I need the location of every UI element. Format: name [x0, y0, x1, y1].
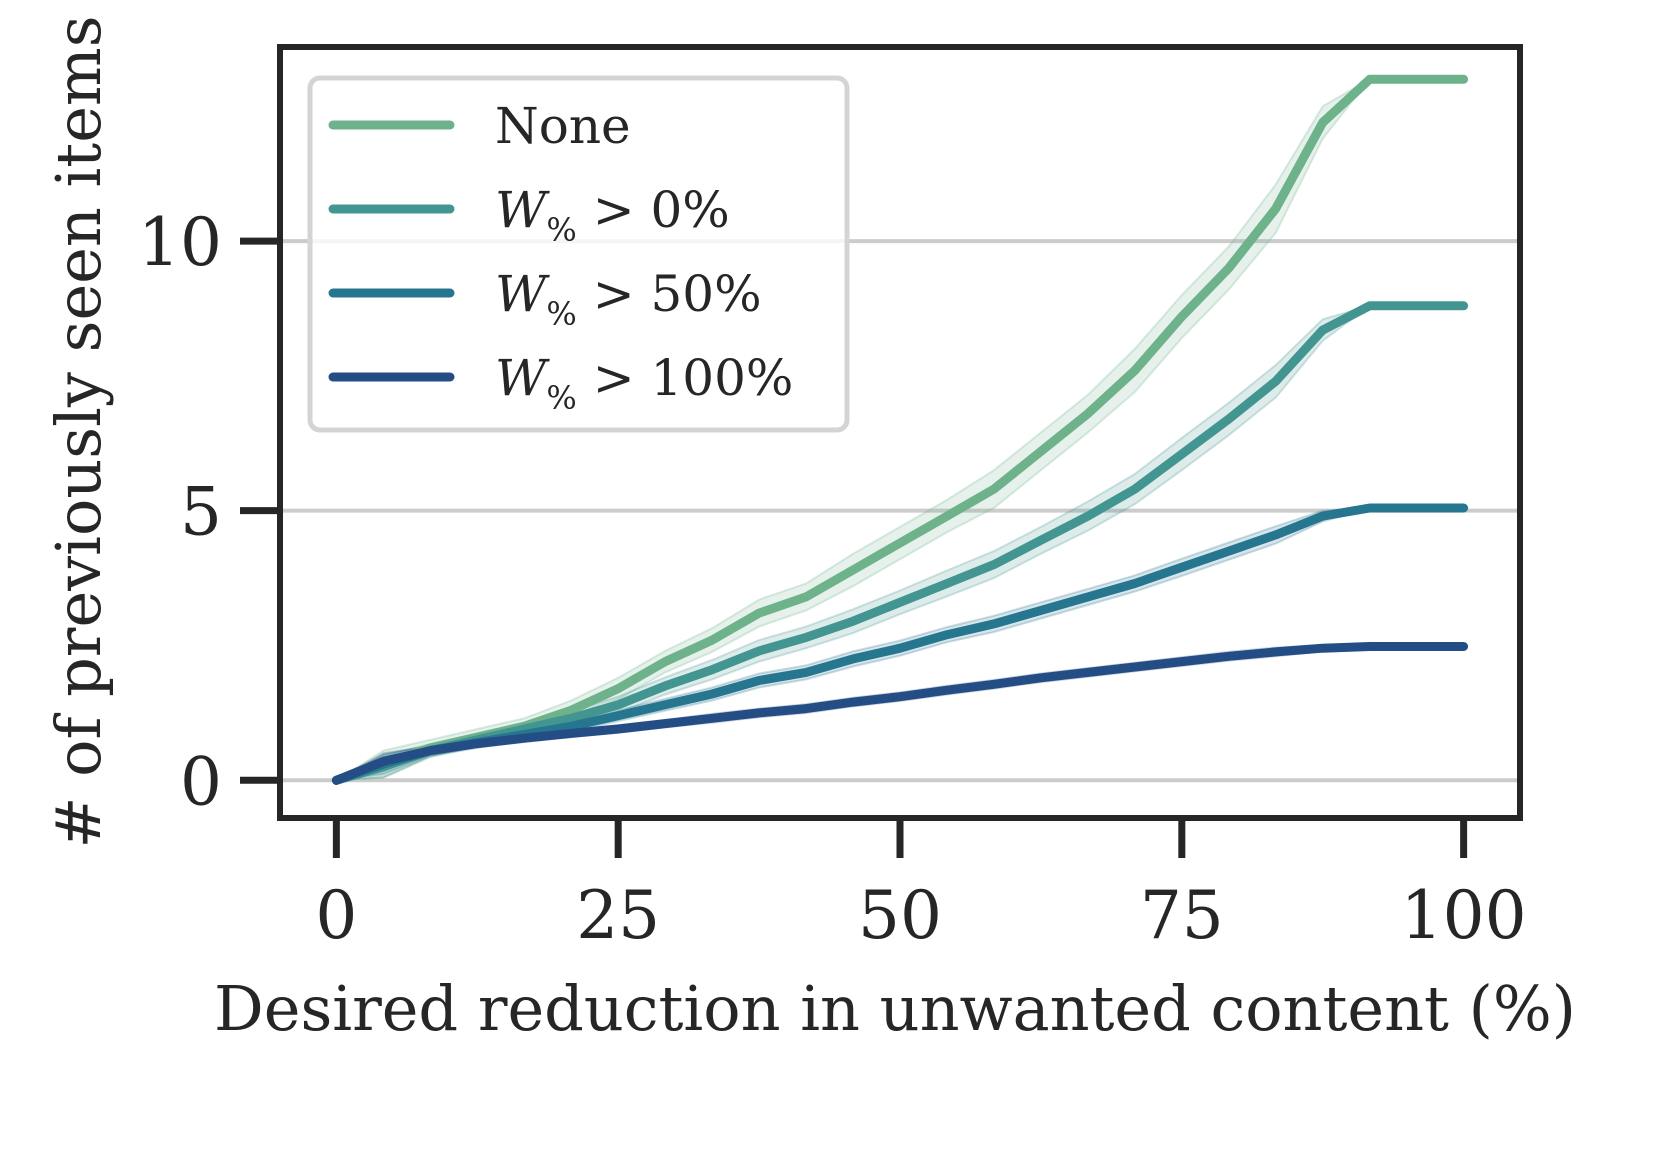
- y-tick-label-5: 5: [180, 474, 222, 551]
- y-axis-label: # of previously seen items: [42, 15, 115, 848]
- y-axis-ticks: 0 5 10: [138, 204, 280, 820]
- legend: None W% > 0% W% > 50% W% > 100%: [307, 75, 850, 433]
- legend-box: [307, 75, 850, 433]
- legend-label-2: W% > 50%: [495, 265, 762, 333]
- series-line-1: [331, 301, 1469, 785]
- series-lines: [331, 74, 1469, 785]
- x-tick-label-75: 75: [1140, 877, 1224, 954]
- y-tick-label-10: 10: [138, 204, 222, 281]
- legend-label-0: None: [495, 97, 631, 155]
- confidence-band-series-0: [332, 78, 1464, 782]
- legend-label-1: W% > 0%: [495, 181, 730, 249]
- x-tick-label-0: 0: [315, 877, 357, 954]
- x-axis-label: Desired reduction in unwanted content (%…: [214, 972, 1576, 1045]
- x-tick-label-25: 25: [576, 877, 660, 954]
- x-tick-label-50: 50: [858, 877, 942, 954]
- x-tick-label-100: 100: [1401, 877, 1527, 954]
- series-line-3: [331, 642, 1469, 785]
- confidence-band-series-1: [335, 304, 1464, 782]
- legend-label-3: W% > 100%: [495, 349, 793, 417]
- y-tick-label-0: 0: [180, 743, 222, 820]
- x-axis-ticks: 0 25 50 75 100: [315, 818, 1527, 954]
